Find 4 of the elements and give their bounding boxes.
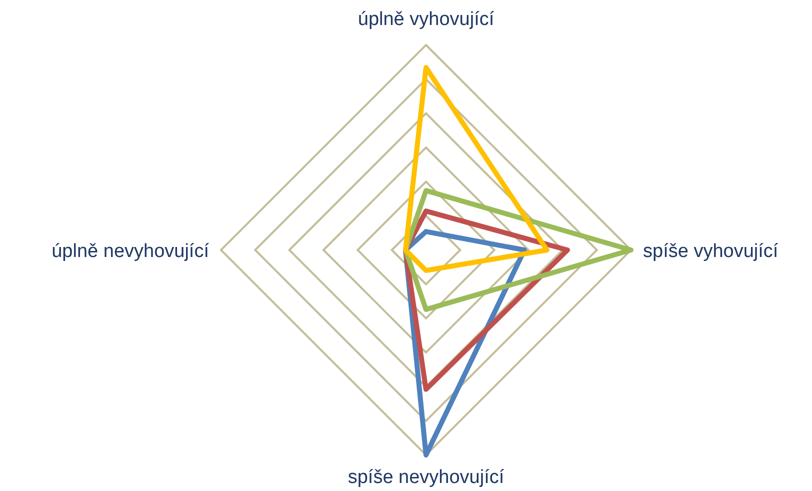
spoke-label: úplně nevyhovující <box>52 241 210 262</box>
spoke-label: úplně vyhovující <box>358 9 495 30</box>
spoke-label: spíše vyhovující <box>643 241 779 262</box>
spoke-label: spíše nevyhovující <box>348 467 505 488</box>
